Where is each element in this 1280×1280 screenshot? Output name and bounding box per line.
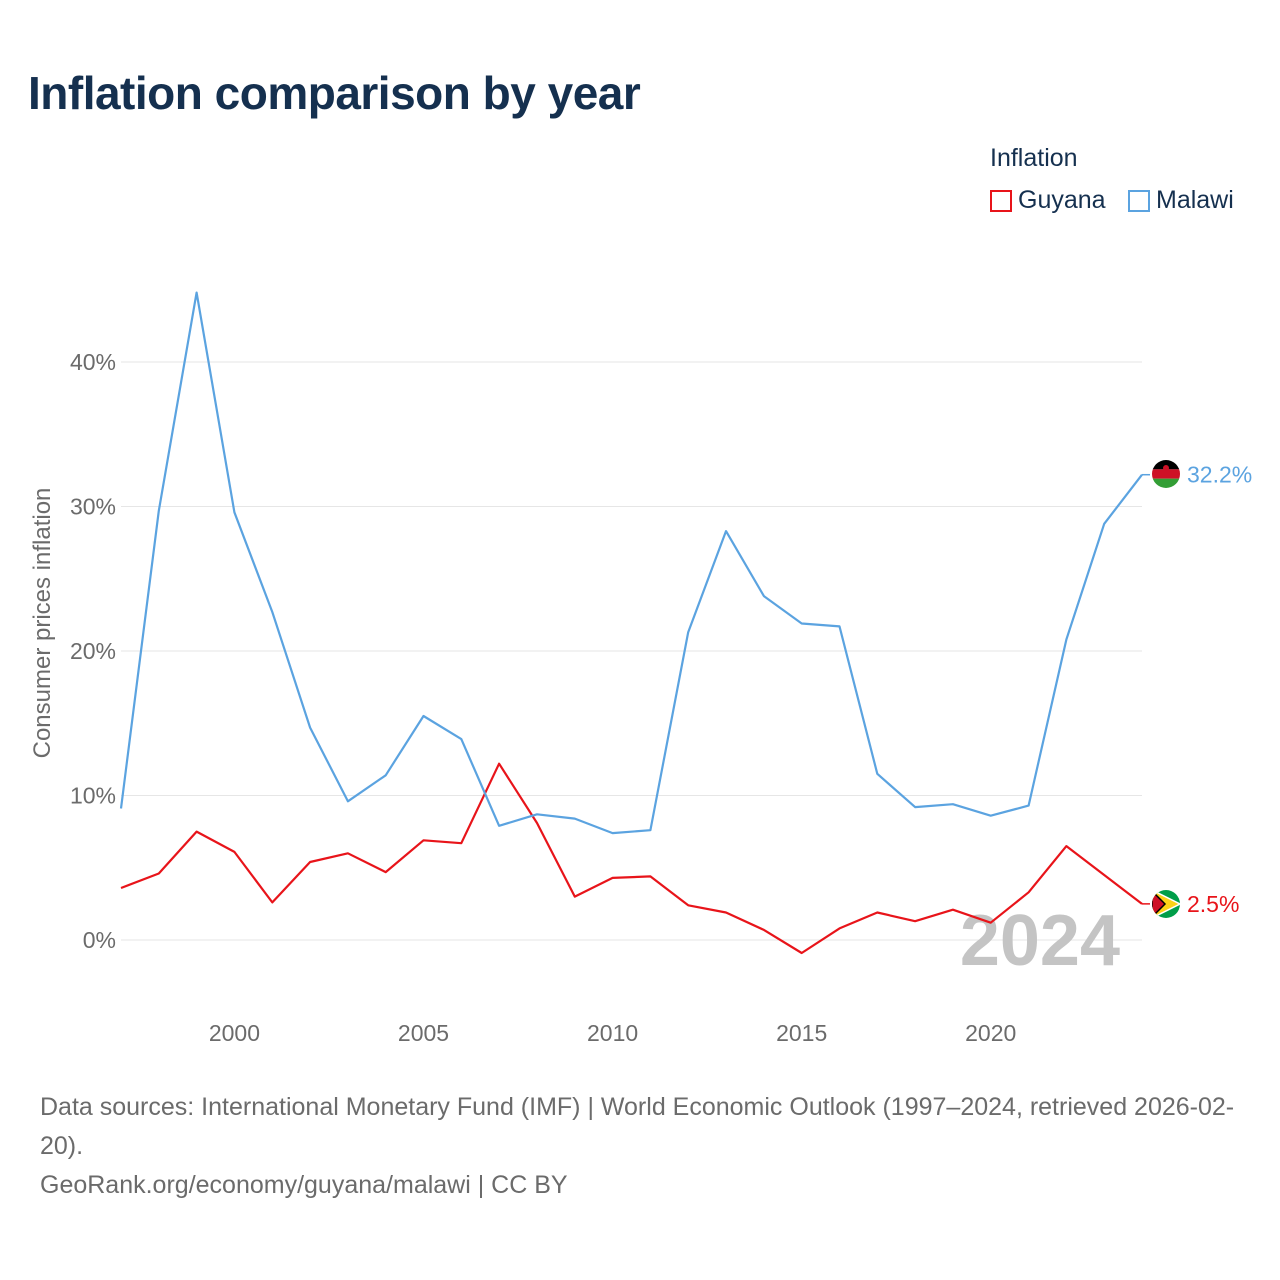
y-axis-label: Consumer prices inflation <box>29 488 56 759</box>
guyana-flag-icon <box>1152 890 1180 918</box>
legend-label-guyana: Guyana <box>1018 186 1106 214</box>
chart-title: Inflation comparison by year <box>28 67 641 119</box>
series-lines <box>119 291 1143 955</box>
malawi-flag-icon <box>1152 460 1180 488</box>
x-tick-label: 2010 <box>587 1020 638 1046</box>
legend-swatch-guyana <box>990 189 1012 212</box>
x-axis-ticks: 2000 2005 2010 2015 2020 <box>209 1020 1016 1046</box>
series-line-malawi[interactable] <box>119 291 1143 835</box>
end-label-malawi: 32.2% <box>1187 462 1252 488</box>
y-tick-label: 40% <box>70 349 116 375</box>
series-line-guyana[interactable] <box>120 762 1143 955</box>
y-tick-label: 10% <box>70 783 116 809</box>
footer: Data sources: International Monetary Fun… <box>40 1088 1250 1205</box>
legend-swatch-malawi <box>1128 189 1150 212</box>
end-labels: 2.5% 32.2% <box>1142 462 1252 917</box>
legend-label-malawi: Malawi <box>1156 186 1234 214</box>
y-tick-label: 0% <box>83 927 116 953</box>
legend-item-guyana[interactable]: Guyana <box>990 186 1106 215</box>
end-label-guyana: 2.5% <box>1187 891 1239 917</box>
y-tick-label: 30% <box>70 494 116 520</box>
year-annotation: 2024 <box>960 901 1120 981</box>
data-source-text: Data sources: International Monetary Fun… <box>40 1093 1235 1160</box>
y-tick-label: 20% <box>70 638 116 664</box>
x-tick-label: 2005 <box>398 1020 449 1046</box>
y-axis-ticks: 0% 10% 20% 30% 40% <box>70 349 116 953</box>
line-chart: 0% 10% 20% 30% 40% 2000 2005 2010 2015 2020 Cons… <box>29 291 1252 1046</box>
x-tick-label: 2015 <box>776 1020 827 1046</box>
legend-title: Inflation <box>990 144 1078 172</box>
x-tick-label: 2020 <box>965 1020 1016 1046</box>
legend-item-malawi[interactable]: Malawi <box>1128 186 1234 215</box>
grid-lines <box>121 361 1142 941</box>
attribution-text: GeoRank.org/economy/guyana/malawi | CC B… <box>40 1171 568 1199</box>
x-tick-label: 2000 <box>209 1020 260 1046</box>
